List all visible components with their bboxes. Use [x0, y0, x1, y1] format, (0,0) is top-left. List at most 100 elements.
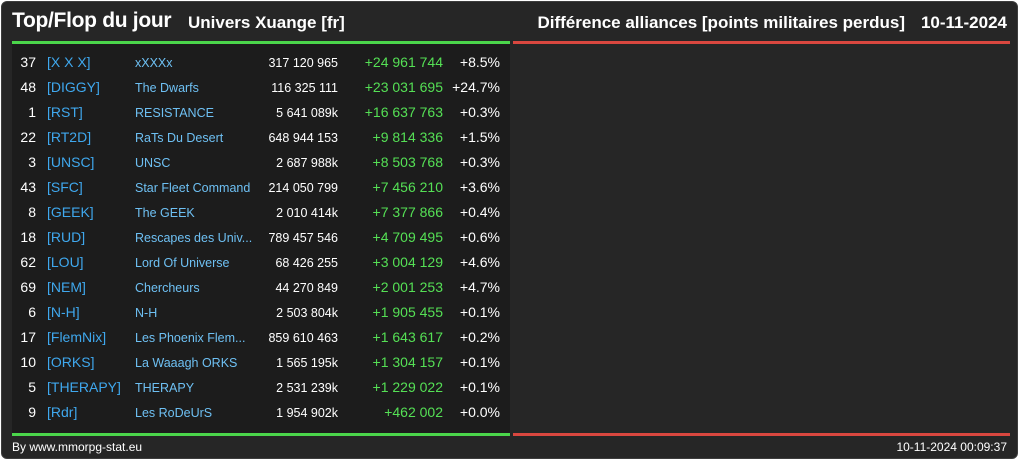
alliance-name-link[interactable]: The Dwarfs: [135, 81, 199, 95]
percent-change: +0.0%: [459, 404, 500, 420]
alliance-tag-link[interactable]: [FlemNix]: [47, 329, 107, 345]
points-difference: +1 304 157: [372, 354, 443, 370]
alliance-rank: 69: [20, 279, 36, 295]
alliance-row: 22 [RT2D] RaTs Du Desert 648 944 153 +9 814 …: [12, 124, 510, 149]
alliance-name-link[interactable]: The GEEK: [135, 206, 195, 220]
percent-change: +0.1%: [459, 354, 500, 370]
alliance-tag-link[interactable]: [N-H]: [47, 304, 80, 320]
alliance-row: 43 [SFC] Star Fleet Command 214 050 799 +7 4…: [12, 174, 510, 199]
alliance-tag-link[interactable]: [X X X]: [47, 54, 91, 70]
alliance-tag-link[interactable]: [LOU]: [47, 254, 84, 270]
points-difference: +4 709 495: [372, 229, 443, 245]
alliance-row: 62 [LOU] Lord Of Universe 68 426 255 +3 004 …: [12, 249, 510, 274]
alliance-points: 1 954 902k: [276, 406, 338, 420]
alliance-points: 789 457 546: [268, 231, 338, 245]
alliance-points: 214 050 799: [268, 181, 338, 195]
alliance-name-link[interactable]: N-H: [135, 306, 158, 320]
alliance-name-link[interactable]: RESISTANCE: [135, 106, 214, 120]
alliance-rank: 22: [20, 129, 36, 145]
alliance-points: 44 270 849: [275, 281, 338, 295]
top-alliances-list: 37 [X X X] xXXXx 317 120 965 +24 961 744 +8.5…: [12, 49, 510, 424]
alliance-row: 6 [N-H] N-H 2 503 804k +1 905 455 +0.1%: [12, 299, 510, 324]
alliance-tag-link[interactable]: [NEM]: [47, 279, 86, 295]
points-difference: +8 503 768: [372, 154, 443, 170]
alliance-name-link[interactable]: La Waaagh ORKS: [135, 356, 238, 370]
report-date: 10-11-2024: [920, 13, 1007, 32]
alliance-points: 648 944 153: [268, 131, 338, 145]
alliance-points: 2 687 988k: [276, 156, 338, 170]
alliance-tag-link[interactable]: [RT2D]: [47, 129, 92, 145]
points-difference: +23 031 695: [364, 79, 443, 95]
alliance-name-link[interactable]: Lord Of Universe: [135, 256, 230, 270]
alliance-tag-link[interactable]: [UNSC]: [47, 154, 95, 170]
points-difference: +462 002: [384, 404, 443, 420]
alliance-rank: 48: [20, 79, 36, 95]
alliance-rank: 6: [28, 304, 36, 320]
alliance-rank: 18: [20, 229, 36, 245]
alliance-row: 3 [UNSC] UNSC 2 687 988k +8 503 768 +0.3%: [12, 149, 510, 174]
alliance-rank: 10: [20, 354, 36, 370]
alliance-row: 5 [THERAPY] THERAPY 2 531 239k +1 229 022 +0.…: [12, 374, 510, 399]
alliance-name-link[interactable]: Chercheurs: [135, 281, 200, 295]
alliance-points: 2 531 239k: [276, 381, 338, 395]
header: Top/Flop du jour Univers Xuange [fr] Dif…: [2, 2, 1017, 40]
flop-panel: [513, 41, 1010, 436]
alliance-points: 2 010 414k: [276, 206, 338, 220]
alliance-rank: 5: [28, 379, 36, 395]
alliance-rank: 17: [20, 329, 36, 345]
percent-change: +0.2%: [459, 329, 500, 345]
alliance-row: 37 [X X X] xXXXx 317 120 965 +24 961 744 +8.5…: [12, 49, 510, 74]
percent-change: +0.3%: [459, 104, 500, 120]
percent-change: +0.1%: [459, 379, 500, 395]
alliance-tag-link[interactable]: [THERAPY]: [47, 379, 121, 395]
alliance-row: 48 [DIGGY] The Dwarfs 116 325 111 +23 031 69…: [12, 74, 510, 99]
percent-change: +4.6%: [459, 254, 500, 270]
percent-change: +24.7%: [452, 79, 500, 95]
alliance-tag-link[interactable]: [ORKS]: [47, 354, 95, 370]
alliance-name-link[interactable]: Les RoDeUrS: [135, 406, 213, 420]
percent-change: +4.7%: [459, 279, 500, 295]
alliance-tag-link[interactable]: [SFC]: [47, 179, 83, 195]
ranking-subtitle: Différence alliances [points militaires …: [537, 13, 905, 32]
update-timestamp: 10-11-2024 00:09:37: [896, 440, 1007, 454]
alliance-name-link[interactable]: THERAPY: [135, 381, 195, 395]
alliance-tag-link[interactable]: [RUD]: [47, 229, 86, 245]
universe-label: Univers Xuange [fr]: [188, 13, 345, 32]
alliance-points: 68 426 255: [275, 256, 338, 270]
points-difference: +1 643 617: [372, 329, 443, 345]
alliance-name-link[interactable]: Rescapes des Univ...: [135, 231, 253, 245]
alliance-rank: 9: [28, 404, 36, 420]
alliance-tag-link[interactable]: [Rdr]: [47, 404, 78, 420]
percent-change: +0.4%: [459, 204, 500, 220]
percent-change: +1.5%: [459, 129, 500, 145]
percent-change: +3.6%: [459, 179, 500, 195]
points-difference: +1 905 455: [372, 304, 443, 320]
alliance-rank: 37: [20, 54, 36, 70]
alliance-row: 18 [RUD] Rescapes des Univ... 789 457 546 +4…: [12, 224, 510, 249]
alliance-name-link[interactable]: RaTs Du Desert: [135, 131, 224, 145]
points-difference: +9 814 336: [372, 129, 443, 145]
points-difference: +16 637 763: [364, 104, 443, 120]
percent-change: +8.5%: [459, 54, 500, 70]
alliance-points: 859 610 463: [268, 331, 338, 345]
alliance-points: 1 565 195k: [276, 356, 338, 370]
points-difference: +7 456 210: [372, 179, 443, 195]
alliance-tag-link[interactable]: [GEEK]: [47, 204, 94, 220]
alliance-row: 17 [FlemNix] Les Phoenix Flem... 859 610 46…: [12, 324, 510, 349]
alliance-name-link[interactable]: xXXXx: [135, 56, 173, 70]
alliance-tag-link[interactable]: [RST]: [47, 104, 83, 120]
percent-change: +0.1%: [459, 304, 500, 320]
alliance-tag-link[interactable]: [DIGGY]: [47, 79, 100, 95]
alliance-points: 5 641 089k: [276, 106, 338, 120]
alliance-name-link[interactable]: Les Phoenix Flem...: [135, 331, 246, 345]
alliance-rank: 62: [20, 254, 36, 270]
points-difference: +7 377 866: [372, 204, 443, 220]
alliance-points: 116 325 111: [271, 81, 338, 95]
alliance-row: 69 [NEM] Chercheurs 44 270 849 +2 001 253 +4.…: [12, 274, 510, 299]
alliance-name-link[interactable]: Star Fleet Command: [135, 181, 251, 195]
page-title: Top/Flop du jour: [12, 9, 172, 32]
alliance-rank: 43: [20, 179, 36, 195]
alliance-points: 2 503 804k: [276, 306, 338, 320]
alliance-name-link[interactable]: UNSC: [135, 156, 171, 170]
